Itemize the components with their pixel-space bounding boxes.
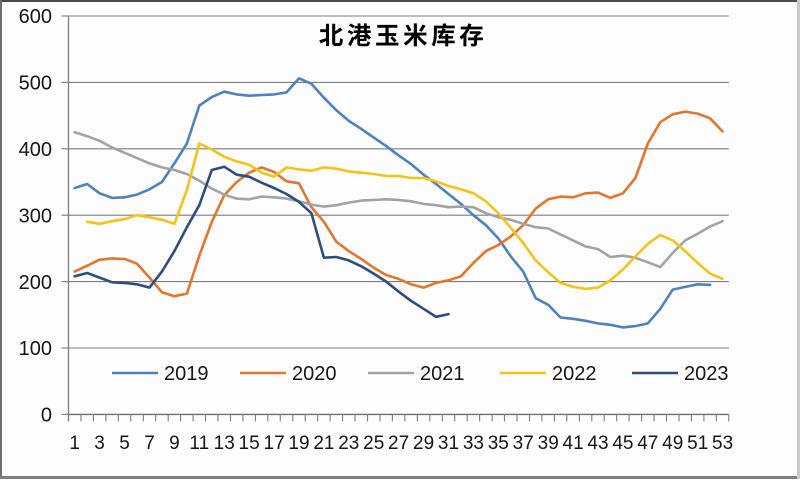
- svg-text:2023: 2023: [684, 363, 729, 385]
- svg-text:3: 3: [94, 433, 105, 454]
- svg-text:400: 400: [19, 139, 52, 161]
- svg-text:31: 31: [438, 433, 459, 454]
- svg-text:15: 15: [239, 433, 260, 454]
- svg-text:19: 19: [288, 433, 309, 454]
- svg-text:49: 49: [662, 433, 683, 454]
- svg-text:2020: 2020: [292, 363, 337, 385]
- svg-text:21: 21: [313, 433, 334, 454]
- svg-text:2019: 2019: [164, 363, 209, 385]
- svg-text:13: 13: [214, 433, 235, 454]
- svg-text:2022: 2022: [552, 363, 597, 385]
- svg-text:11: 11: [189, 433, 209, 454]
- svg-text:29: 29: [413, 433, 434, 454]
- svg-text:5: 5: [119, 433, 130, 454]
- svg-text:27: 27: [388, 433, 409, 454]
- svg-text:100: 100: [19, 338, 52, 360]
- svg-text:43: 43: [587, 433, 608, 454]
- svg-text:7: 7: [144, 433, 155, 454]
- svg-text:53: 53: [712, 433, 733, 454]
- svg-text:2021: 2021: [420, 363, 465, 385]
- svg-text:35: 35: [488, 433, 509, 454]
- svg-text:47: 47: [637, 433, 658, 454]
- svg-text:39: 39: [538, 433, 559, 454]
- svg-text:0: 0: [41, 405, 52, 427]
- svg-text:51: 51: [687, 433, 708, 454]
- svg-text:23: 23: [338, 433, 359, 454]
- svg-text:200: 200: [19, 272, 52, 294]
- svg-text:300: 300: [19, 205, 52, 227]
- svg-text:25: 25: [363, 433, 384, 454]
- svg-text:500: 500: [19, 73, 52, 95]
- svg-text:45: 45: [612, 433, 633, 454]
- svg-text:17: 17: [264, 433, 285, 454]
- svg-text:41: 41: [563, 433, 584, 454]
- svg-text:9: 9: [169, 433, 180, 454]
- svg-text:33: 33: [463, 433, 484, 454]
- svg-text:1: 1: [69, 433, 80, 454]
- svg-text:600: 600: [19, 6, 52, 28]
- svg-text:37: 37: [513, 433, 534, 454]
